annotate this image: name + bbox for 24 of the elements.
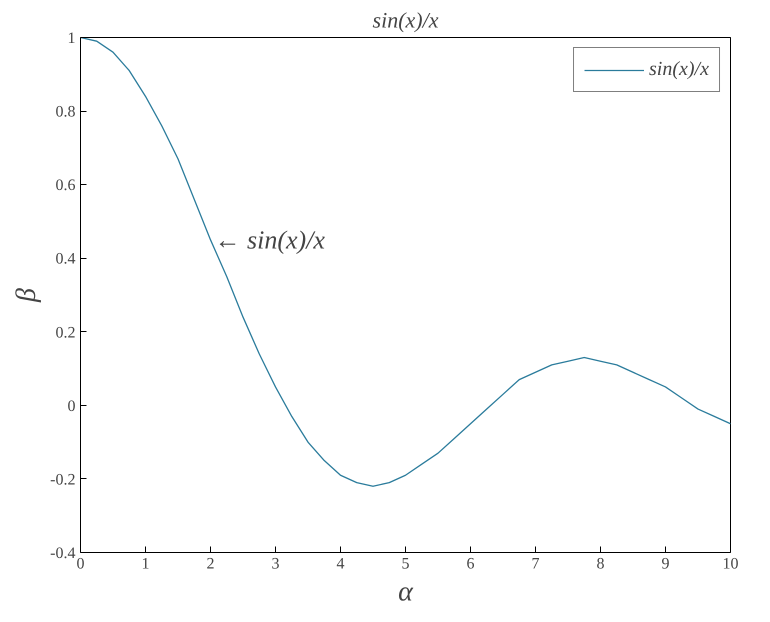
x-tick-label: 7 (532, 556, 540, 572)
line-series (80, 38, 730, 487)
legend-label: sin(x)/x (649, 58, 709, 81)
x-tick-label: 9 (662, 556, 670, 572)
x-tick-label: 5 (402, 556, 410, 572)
y-axis-title: β (11, 288, 42, 303)
x-tick-label: 8 (596, 556, 604, 572)
x-tick-label: 4 (336, 556, 344, 572)
x-axis-title: α (398, 576, 414, 608)
x-tick-label: 2 (206, 556, 214, 572)
y-tick-label: -0.2 (50, 471, 76, 488)
y-tick-label: -0.4 (50, 545, 76, 562)
y-tick-label: 0.4 (56, 250, 76, 268)
chart-title: sin(x)/x (372, 8, 439, 32)
y-tick-label: 0.6 (56, 177, 76, 194)
y-tick-label: 0.2 (56, 324, 76, 342)
y-tick-label: 0.8 (56, 104, 76, 121)
annotation: ← sin(x)/x (214, 225, 326, 254)
x-tick-label: 6 (466, 556, 474, 572)
y-tick-label: 0 (68, 398, 76, 415)
y-tick-label: 1 (68, 30, 76, 47)
x-tick-label: 10 (722, 556, 738, 572)
x-tick-label: 3 (272, 556, 280, 572)
x-tick-label: 1 (142, 556, 150, 572)
